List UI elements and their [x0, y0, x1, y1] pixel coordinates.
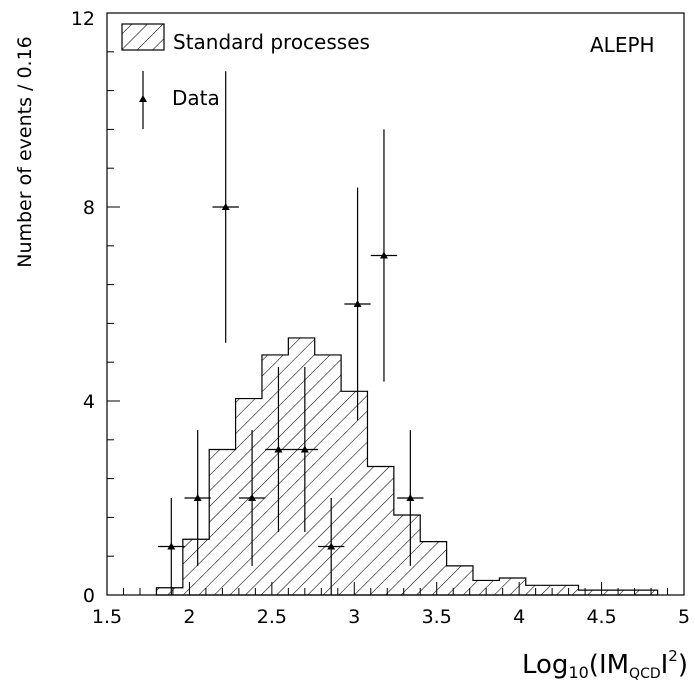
x-label-sup-2: 2 [668, 647, 678, 665]
data-marker [274, 445, 283, 453]
data-point [318, 498, 345, 595]
data-point [397, 430, 424, 566]
data-point [344, 187, 371, 421]
data-marker [406, 494, 415, 501]
plot-frame [106, 12, 685, 596]
legend-hatch-swatch [121, 23, 165, 51]
data-marker [327, 542, 336, 550]
x-label-sub-10: 10 [568, 663, 588, 682]
x-tick-label: 2 [183, 606, 195, 628]
x-label-close: I [661, 650, 669, 680]
y-tick-label: 4 [83, 391, 95, 413]
legend: Standard processes Data [121, 23, 370, 129]
data-marker [193, 494, 202, 501]
x-tick-label: 3.5 [422, 606, 452, 628]
x-tick-label: 4 [513, 606, 525, 628]
y-axis-label: Number of events / 0.16 [14, 36, 36, 268]
legend-label-standard-processes: Standard processes [173, 30, 370, 54]
y-axis-ticks: 0 4 8 12 [71, 8, 120, 607]
data-point [265, 367, 292, 532]
data-point [370, 129, 398, 382]
y-tick-label: 12 [71, 8, 95, 30]
data-marker [221, 203, 230, 210]
data-point [291, 367, 319, 532]
data-marker [353, 300, 362, 307]
legend-label-data: Data [172, 86, 220, 110]
x-tick-label: 1.5 [92, 606, 122, 628]
data-marker [248, 494, 257, 501]
x-label-open: (IM [589, 650, 629, 680]
experiment-label: ALEPH [590, 33, 655, 57]
data-point [212, 71, 239, 343]
x-tick-label: 5 [678, 606, 690, 628]
data-point [158, 498, 185, 595]
standard-processes-histogram [155, 337, 659, 596]
data-points [158, 71, 424, 595]
x-label-sub-qcd: QCD [629, 666, 661, 682]
legend-data-marker [139, 71, 147, 129]
y-tick-label: 8 [83, 197, 95, 219]
data-marker [379, 251, 388, 259]
data-marker [167, 542, 176, 550]
data-point [238, 430, 266, 566]
x-axis-ticks: 1.5 2 2.5 3 3.5 4 4.5 5 [92, 582, 690, 628]
x-label-log: Log [522, 650, 568, 680]
x-tick-label: 4.5 [586, 606, 616, 628]
histogram-outline [155, 337, 659, 596]
x-tick-label: 2.5 [257, 606, 287, 628]
data-point [184, 430, 211, 566]
x-tick-label: 3 [348, 606, 360, 628]
histogram-fill [156, 337, 658, 595]
data-marker [300, 445, 309, 453]
x-axis-label: Log10(IMQCDI2) [522, 647, 688, 682]
y-tick-label: 0 [83, 585, 95, 607]
x-label-end: ) [678, 650, 688, 680]
